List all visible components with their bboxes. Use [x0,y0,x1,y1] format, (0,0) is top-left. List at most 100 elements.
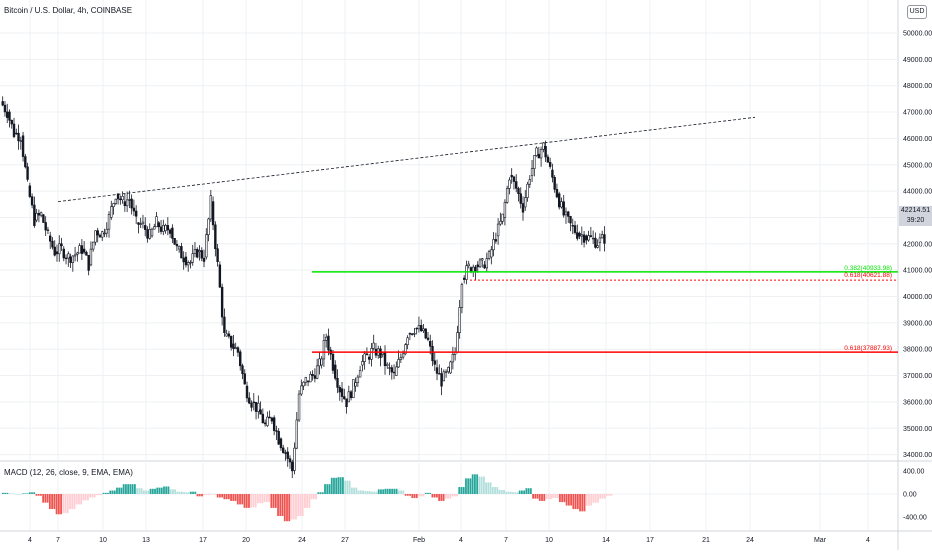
candle-body [220,286,224,318]
macd-bar [404,494,407,496]
macd-bar [109,490,112,494]
macd-bar [480,476,483,494]
macd-tick-label: -400.00 [903,515,927,522]
macd-bar [489,482,492,494]
macd-bar [460,487,463,494]
macd-bar [138,488,141,494]
macd-bar [24,493,27,495]
candle-body [451,354,455,363]
macd-bar [37,494,40,496]
time-tick-label: Feb [413,537,425,544]
candle-body [157,222,160,228]
candle-body [399,357,403,360]
macd-bar [230,494,232,501]
candle-body [343,396,346,400]
macd-bar [292,494,295,520]
candle-body [300,385,303,395]
candle-body [67,253,70,259]
candle-body [571,225,574,227]
candle-body [91,241,95,250]
time-tick-label: 17 [199,537,207,544]
macd-bar [55,494,58,515]
macd-bar [342,477,344,494]
macd-bar [380,489,382,494]
candle-body [494,239,498,242]
macd-bar [40,494,42,496]
last-price-countdown: 39:20 [906,217,925,224]
macd-bar [57,494,60,515]
macd-bar [201,494,203,497]
macd-bar [485,482,487,494]
macd-bar [113,490,116,494]
macd-bar [180,491,183,494]
macd-bar [567,494,570,506]
currency-badge[interactable]: USD [907,5,927,19]
candle-body [105,228,108,234]
candle-body [229,335,233,348]
macd-bar [149,488,152,494]
candle-body [413,333,416,335]
price-tick-label: 41000.00 [903,268,932,275]
macd-bar [178,491,181,494]
candle-body [150,228,154,237]
macd-bar [122,484,125,494]
macd-bar [491,487,494,494]
candle-body [447,367,450,373]
candle-body [546,156,550,163]
macd-bar [453,494,456,497]
macd-bar [541,494,543,501]
candle-body [87,254,90,271]
candle-body [397,359,400,368]
macd-bar [306,494,309,508]
macd-bar [272,494,275,508]
candle-body [12,123,16,137]
macd-bar [565,494,568,506]
candle-body [144,225,147,230]
candle-body [503,202,507,218]
candle-body [175,243,179,247]
macd-bar [87,494,89,501]
candle-body [80,245,84,254]
time-tick-label: 21 [702,537,710,544]
resistance-trendline[interactable] [57,116,756,203]
candle-body [564,211,568,216]
candle-body [116,193,120,200]
candle-body [370,348,373,360]
candle-body [28,185,32,197]
candle-body [51,240,54,248]
macd-bar [243,494,246,508]
candle-body [132,207,136,212]
candle-body [524,197,527,208]
candle-body [580,234,584,237]
macd-title[interactable]: MACD (12, 26, close, 9, EMA, EMA) [4,468,133,477]
macd-bar [17,494,20,495]
macd-bar [151,488,154,494]
candle-body [379,348,382,359]
macd-bar [538,494,541,501]
macd-bar [28,492,31,494]
macd-bar [467,478,470,494]
macd-bar [196,494,199,497]
candle-body [487,251,491,259]
candle-body [168,229,172,234]
macd-bar [606,494,608,496]
candle-body [528,179,531,185]
macd-bar [259,494,262,504]
candle-body [551,169,554,178]
candle-body [295,419,298,449]
macd-bar [377,489,380,494]
macd-bar [547,494,550,500]
macd-bar [66,494,69,514]
macd-bar [494,487,496,494]
macd-bar [386,488,389,494]
candle-body [562,201,565,216]
price-tick-label: 50000.00 [903,31,932,38]
candle-body [426,337,430,340]
candle-body [119,198,122,201]
candle-body [304,377,308,383]
candle-body [21,135,25,157]
candle-body [530,168,534,176]
macd-bar [357,490,360,494]
